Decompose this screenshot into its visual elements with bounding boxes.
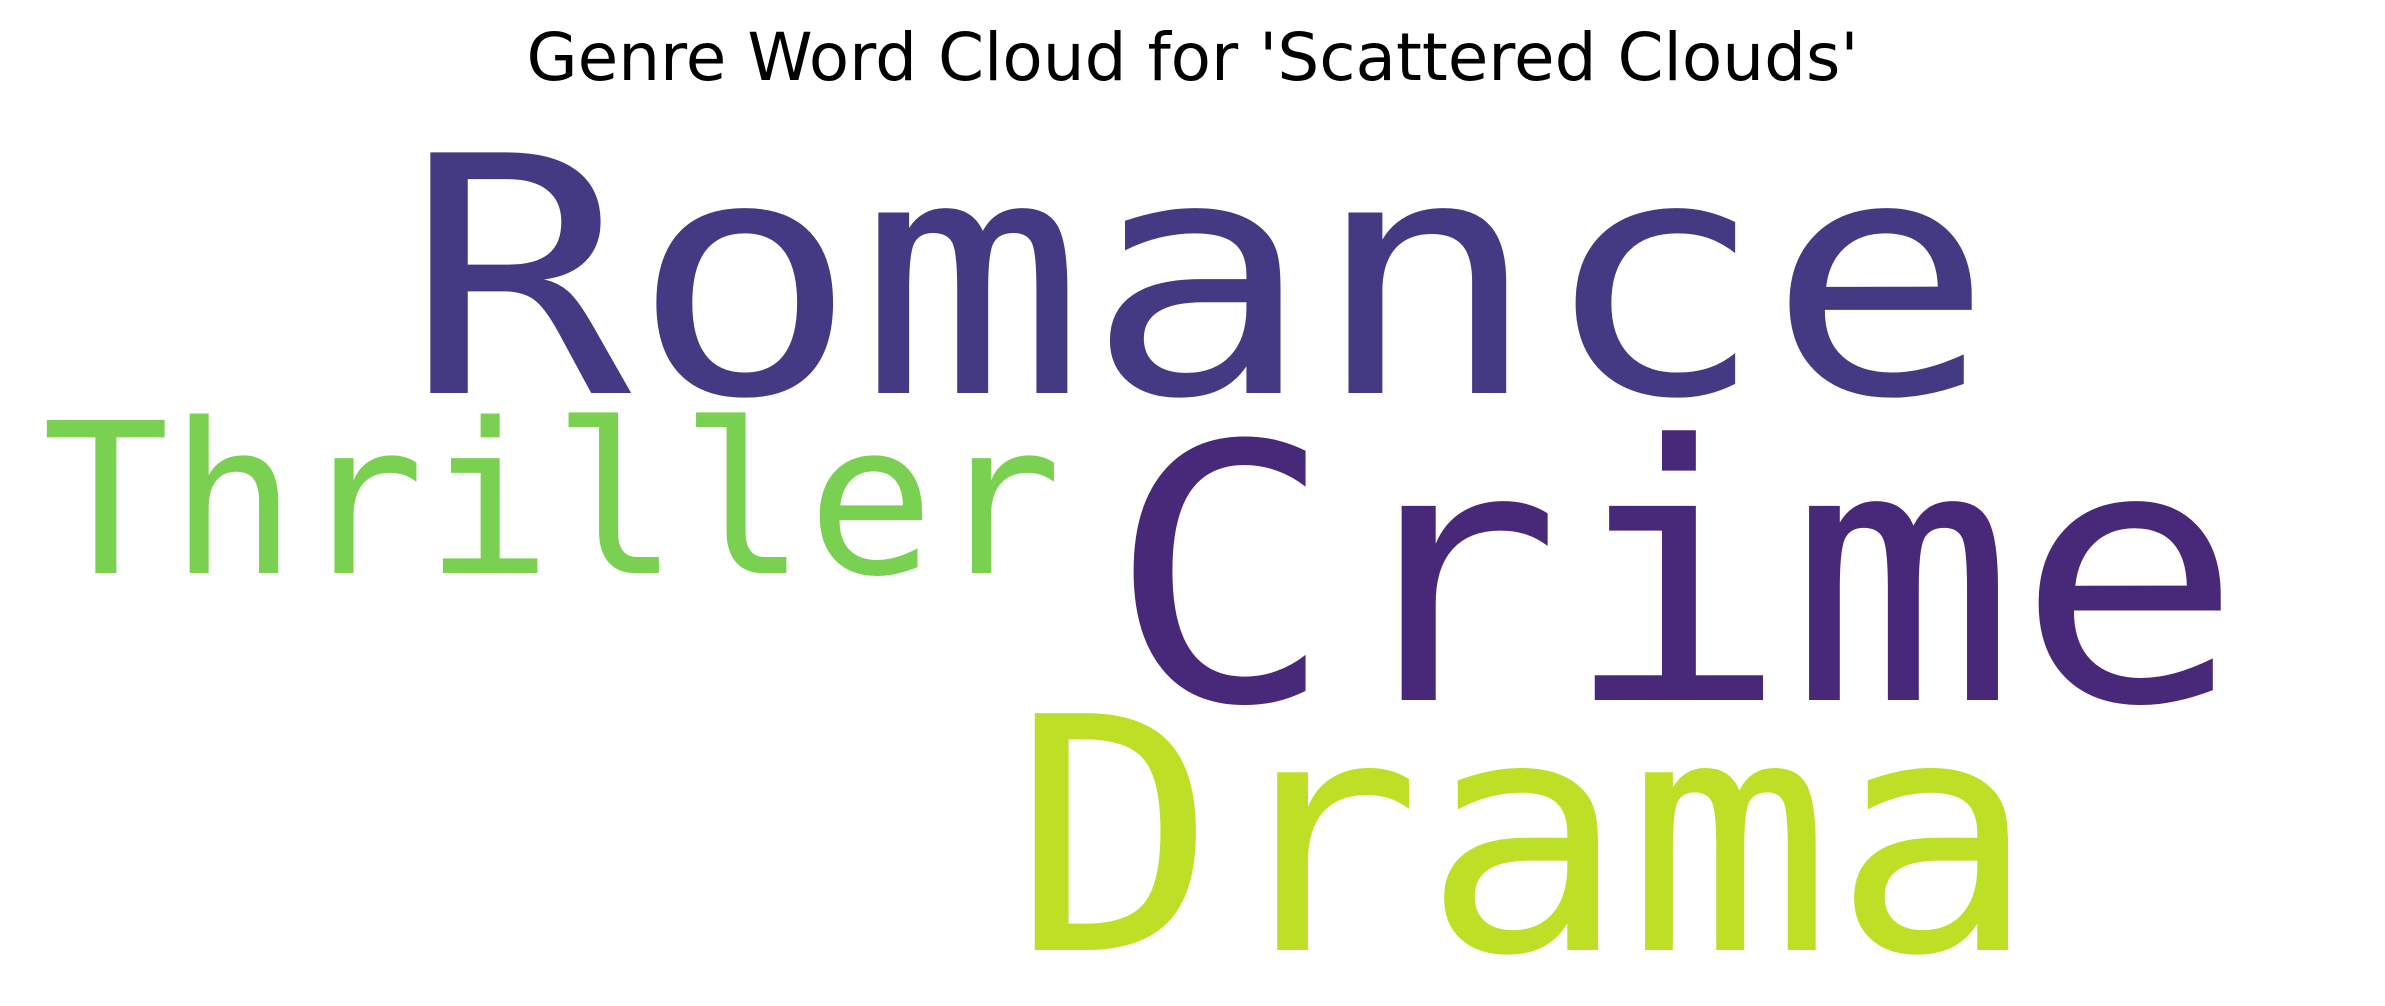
chart-title: Genre Word Cloud for 'Scattered Clouds' — [526, 19, 1859, 96]
word-drama: Drama — [1012, 648, 2037, 1006]
word-romance: Romance — [404, 87, 1994, 471]
word-crime: Crime — [1108, 370, 2243, 784]
word-thriller: Thriller — [42, 378, 1062, 623]
